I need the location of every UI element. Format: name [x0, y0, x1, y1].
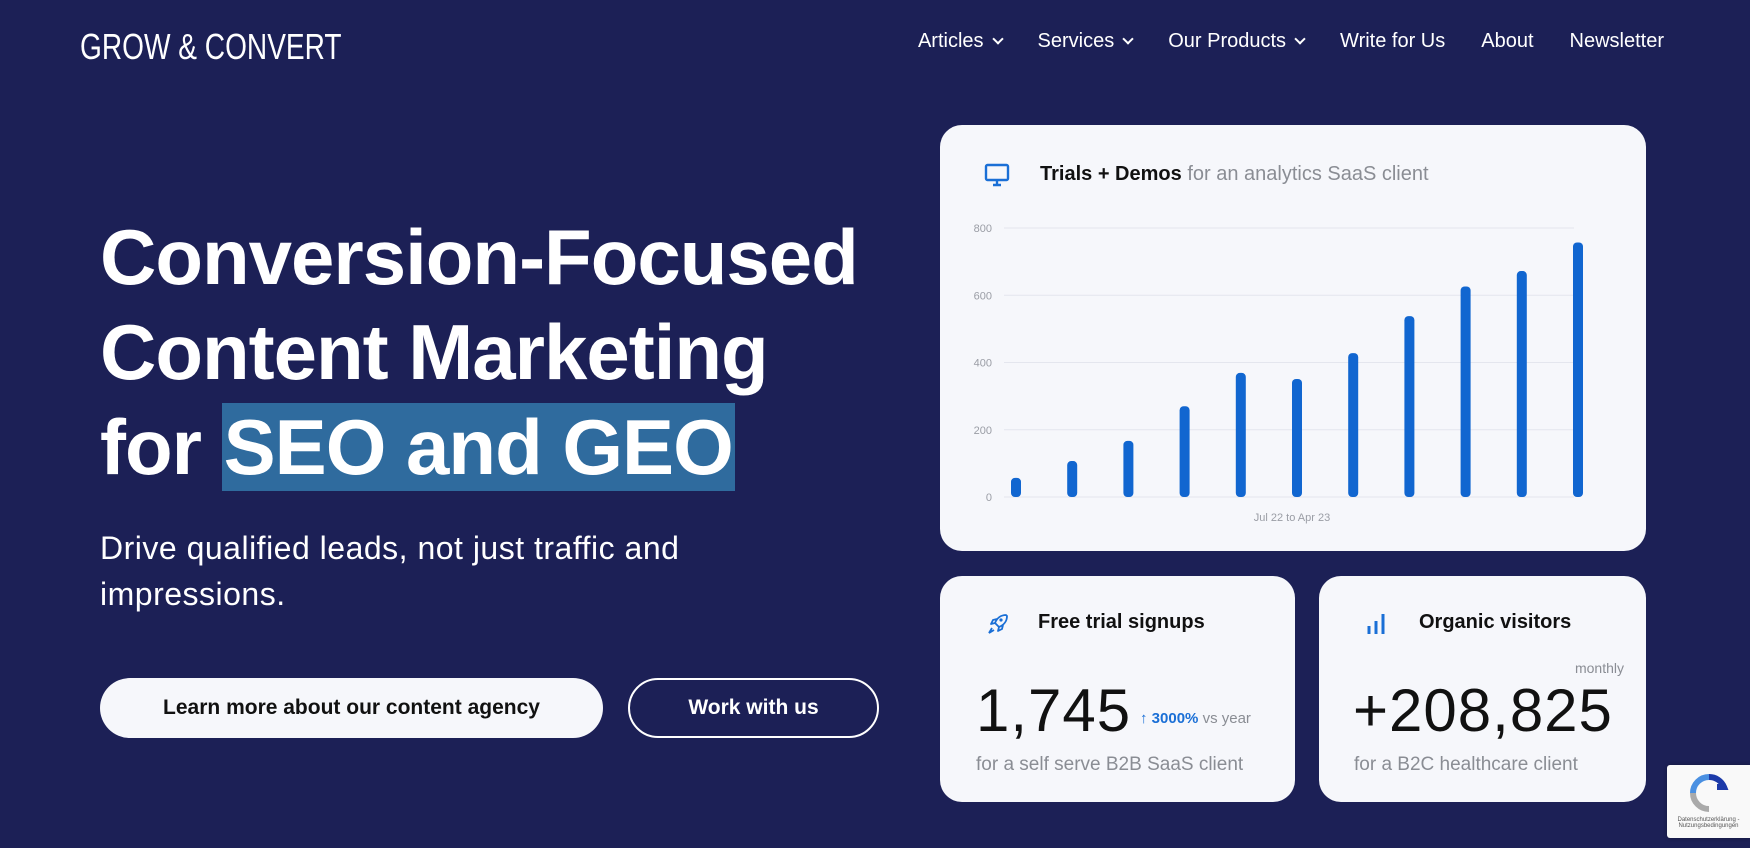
bar [1011, 477, 1021, 497]
recaptcha-icon [1689, 773, 1728, 812]
stat-value: +208,825 [1353, 677, 1613, 744]
nav-label: Our Products [1168, 30, 1287, 52]
hero-headline: Conversion-Focused Content Marketing for… [100, 210, 859, 495]
y-tick-label: 400 [974, 358, 992, 370]
bar [1235, 372, 1246, 497]
rocket-icon [988, 614, 1008, 634]
bar [1516, 271, 1527, 497]
x-axis-label: Jul 22 to Apr 23 [1254, 512, 1330, 524]
stat-value: 1,745 [976, 677, 1132, 744]
stat-period: monthly [1574, 660, 1624, 676]
bar-chart-icon [1367, 614, 1385, 634]
hero-subtitle: Drive qualified leads, not just traffic … [100, 530, 680, 612]
chart-title-main: Trials + Demos [1040, 163, 1182, 185]
chevron-down-icon [1122, 33, 1134, 45]
stat-description: for a self serve B2B SaaS client [976, 754, 1244, 775]
chart-title: Trials + Demos for an analytics SaaS cli… [1040, 163, 1429, 186]
bar-chart: 0 200 400 600 800 Jul 22 to Apr 23 [974, 223, 1583, 524]
arrow-up-icon: ↑ [1140, 710, 1148, 727]
bar [1067, 461, 1078, 497]
main-nav: Articles Services Our Products Write for… [882, 30, 1664, 53]
growth-indicator: ↑ 3000% vs year [1140, 710, 1251, 727]
free-trial-card: Free trial signups 1,745 ↑ 3000% vs year… [940, 576, 1295, 802]
growth-percent: 3000% [1151, 710, 1199, 727]
nav-our-products[interactable]: Our Products [1168, 30, 1306, 53]
stat-title: Free trial signups [1038, 611, 1205, 633]
nav-label: Articles [917, 30, 984, 52]
y-tick-label: 200 [974, 425, 992, 437]
headline-prefix: for [100, 403, 222, 491]
bar [1404, 316, 1415, 497]
work-with-us-button[interactable]: Work with us [628, 678, 879, 738]
bar [1179, 406, 1190, 497]
trials-demos-card: Trials + Demos for an analytics SaaS cli… [940, 125, 1646, 551]
growth-suffix: vs year [1202, 710, 1251, 727]
nav-services[interactable]: Services [1037, 30, 1134, 53]
bar [1573, 242, 1583, 497]
nav-write-for-us[interactable]: Write for Us [1340, 30, 1446, 52]
headline-line: Content Marketing [100, 308, 769, 396]
headline-highlight: SEO and GEO [221, 403, 735, 491]
nav-articles[interactable]: Articles [917, 30, 1004, 53]
nav-label: Services [1037, 30, 1115, 52]
logo[interactable]: GROW & CONVERT [80, 26, 342, 67]
bar [1292, 378, 1302, 497]
stat-title: Organic visitors [1419, 611, 1572, 633]
headline-line: for SEO and GEO [100, 400, 858, 495]
learn-more-button[interactable]: Learn more about our content agency [100, 678, 603, 738]
stat-description: for a B2C healthcare client [1354, 754, 1578, 775]
bar [1348, 353, 1359, 497]
bar [1460, 286, 1471, 497]
nav-about[interactable]: About [1481, 30, 1534, 52]
recaptcha-badge[interactable]: Datenschutzerklärung - Nutzungsbedingung… [1667, 765, 1750, 838]
y-tick-label: 600 [974, 290, 992, 302]
chevron-down-icon [1294, 33, 1306, 45]
y-tick-label: 800 [974, 223, 992, 235]
headline-line: Conversion-Focused [100, 213, 859, 301]
chevron-down-icon [991, 33, 1004, 45]
chart-title-sub: for an analytics SaaS client [1187, 163, 1429, 185]
monitor-icon [984, 163, 1010, 187]
bar [1123, 440, 1134, 497]
organic-visitors-card: Organic visitors monthly +208,825 for a … [1319, 576, 1646, 802]
y-tick-label: 0 [986, 492, 992, 504]
nav-newsletter[interactable]: Newsletter [1569, 30, 1664, 52]
recaptcha-links[interactable]: Datenschutzerklärung - Nutzungsbedingung… [1677, 817, 1740, 829]
